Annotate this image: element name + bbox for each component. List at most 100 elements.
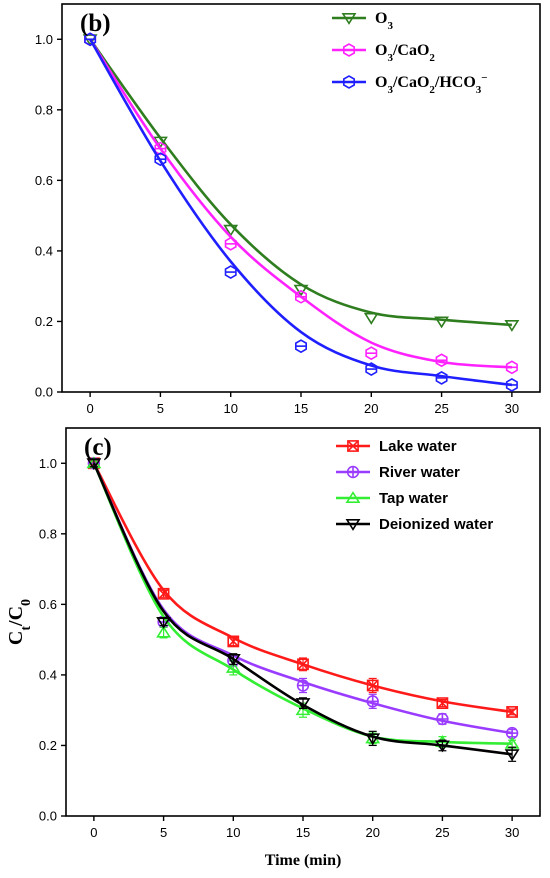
data-point: [296, 679, 310, 692]
data-point: [506, 706, 519, 718]
y-tick-label: 0.6: [35, 173, 53, 188]
x-tick-label: 30: [505, 401, 519, 416]
data-point: [295, 289, 307, 304]
legend-marker: [345, 518, 361, 531]
data-point: [225, 654, 241, 666]
panel-c-chart: 0.0 0.2 0.4 0.6 0.8 1.0 0 5 10 15 20 25 30 (c) Lake wa…: [5, 427, 541, 869]
data-point: [295, 703, 311, 716]
legend-item: Tap water: [336, 490, 448, 507]
legend-marker: [347, 440, 359, 452]
x-tick-label: 5: [157, 401, 164, 416]
legend-marker: [343, 43, 355, 57]
x-tick-label: 25: [434, 401, 448, 416]
data-point: [365, 362, 378, 376]
x-tick-label: 30: [505, 825, 519, 840]
legend-item: O3/CaO2: [332, 42, 435, 64]
data-point: [505, 360, 518, 375]
y-tick-label: 0.2: [39, 738, 57, 753]
x-tick-label: 20: [365, 825, 379, 840]
data-point: [297, 658, 309, 671]
legend-marker: [345, 491, 361, 504]
legend-item: Deionized water: [336, 516, 493, 533]
series-line: [89, 38, 512, 369]
panel-label: (c): [84, 434, 112, 461]
y-axis-title: Ct/C0: [5, 599, 34, 645]
legend-label: O3: [375, 10, 393, 32]
plot-frame: [65, 427, 541, 817]
legend-label: River water: [379, 464, 460, 481]
data-point: [154, 152, 167, 167]
legend: Lake water River water Tap water Deionized …: [336, 438, 493, 533]
data-point: [365, 346, 378, 361]
data-point: [84, 32, 97, 47]
x-axis-title: Time (min): [265, 852, 342, 869]
panel-b-chart: 0.0 0.2 0.4 0.6 0.8 1.0 0 5 10 15 20 25 30 (b) O3 O3/Ca…: [35, 3, 541, 416]
y-tick-label: 1.0: [35, 32, 53, 47]
y-tick-label: 0.8: [39, 526, 57, 541]
data-point: [436, 697, 449, 710]
data-point: [505, 378, 518, 392]
data-point: [504, 749, 520, 762]
legend-marker: [346, 465, 360, 479]
x-tick-label: 10: [223, 401, 237, 416]
data-point: [157, 587, 170, 600]
data-point: [365, 733, 381, 746]
data-point: [295, 339, 307, 354]
legend-item: Lake water: [336, 438, 457, 455]
data-point: [224, 265, 237, 279]
data-point: [295, 698, 311, 711]
plot-frame: [61, 3, 541, 393]
legend-item: O3: [332, 10, 393, 32]
data-point: [504, 319, 520, 332]
data-point: [366, 695, 379, 708]
data-point: [156, 616, 172, 629]
data-point: [154, 141, 167, 156]
legend-label: Tap water: [379, 490, 448, 507]
x-tick-label: 20: [364, 401, 378, 416]
x-tick-label: 25: [435, 825, 449, 840]
y-tick-label: 0.2: [35, 314, 53, 329]
y-tick-label: 0.0: [35, 385, 53, 400]
y-tick-label: 0.4: [35, 243, 53, 258]
legend-label: O3/CaO2/HCO3−: [375, 72, 488, 96]
legend-item: O3/CaO2/HCO3−: [332, 72, 488, 96]
y-tick-label: 0.8: [35, 102, 53, 117]
series-line: [89, 38, 512, 327]
data-point: [156, 625, 172, 638]
x-tick-label: 10: [226, 825, 240, 840]
x-tick-label: 15: [296, 825, 310, 840]
x-tick-label: 5: [160, 825, 167, 840]
x-tick-label: 0: [90, 825, 97, 840]
x-tick-label: 15: [294, 401, 308, 416]
y-tick-label: 0.4: [39, 667, 57, 682]
data-point: [86, 458, 102, 471]
data-point: [363, 312, 379, 325]
series-2: [84, 32, 518, 392]
data-point: [366, 679, 379, 692]
legend: O3 O3/CaO2 O3/CaO2/HCO3−: [332, 10, 488, 96]
data-point: [436, 712, 449, 726]
x-tick-label: 0: [87, 401, 94, 416]
data-point: [435, 370, 448, 385]
data-point: [435, 353, 448, 368]
data-point: [434, 740, 450, 753]
legend-marker: [343, 75, 355, 89]
data-point: [224, 236, 237, 251]
y-tick-label: 1.0: [39, 456, 57, 471]
data-point: [225, 660, 241, 673]
y-tick-label: 0.0: [39, 809, 57, 824]
legend-label: Deionized water: [379, 516, 493, 533]
series-3: [86, 458, 520, 762]
legend-label: O3/CaO2: [375, 42, 435, 64]
panel-label: (b): [80, 10, 111, 37]
series-line: [88, 38, 513, 387]
data-point: [293, 284, 309, 297]
data-point: [227, 635, 240, 648]
legend-item: River water: [336, 464, 460, 481]
data-point: [223, 224, 239, 237]
series-line: [92, 462, 513, 714]
data-point: [434, 316, 450, 329]
y-tick-label: 0.6: [39, 597, 57, 612]
legend-marker: [341, 13, 357, 25]
